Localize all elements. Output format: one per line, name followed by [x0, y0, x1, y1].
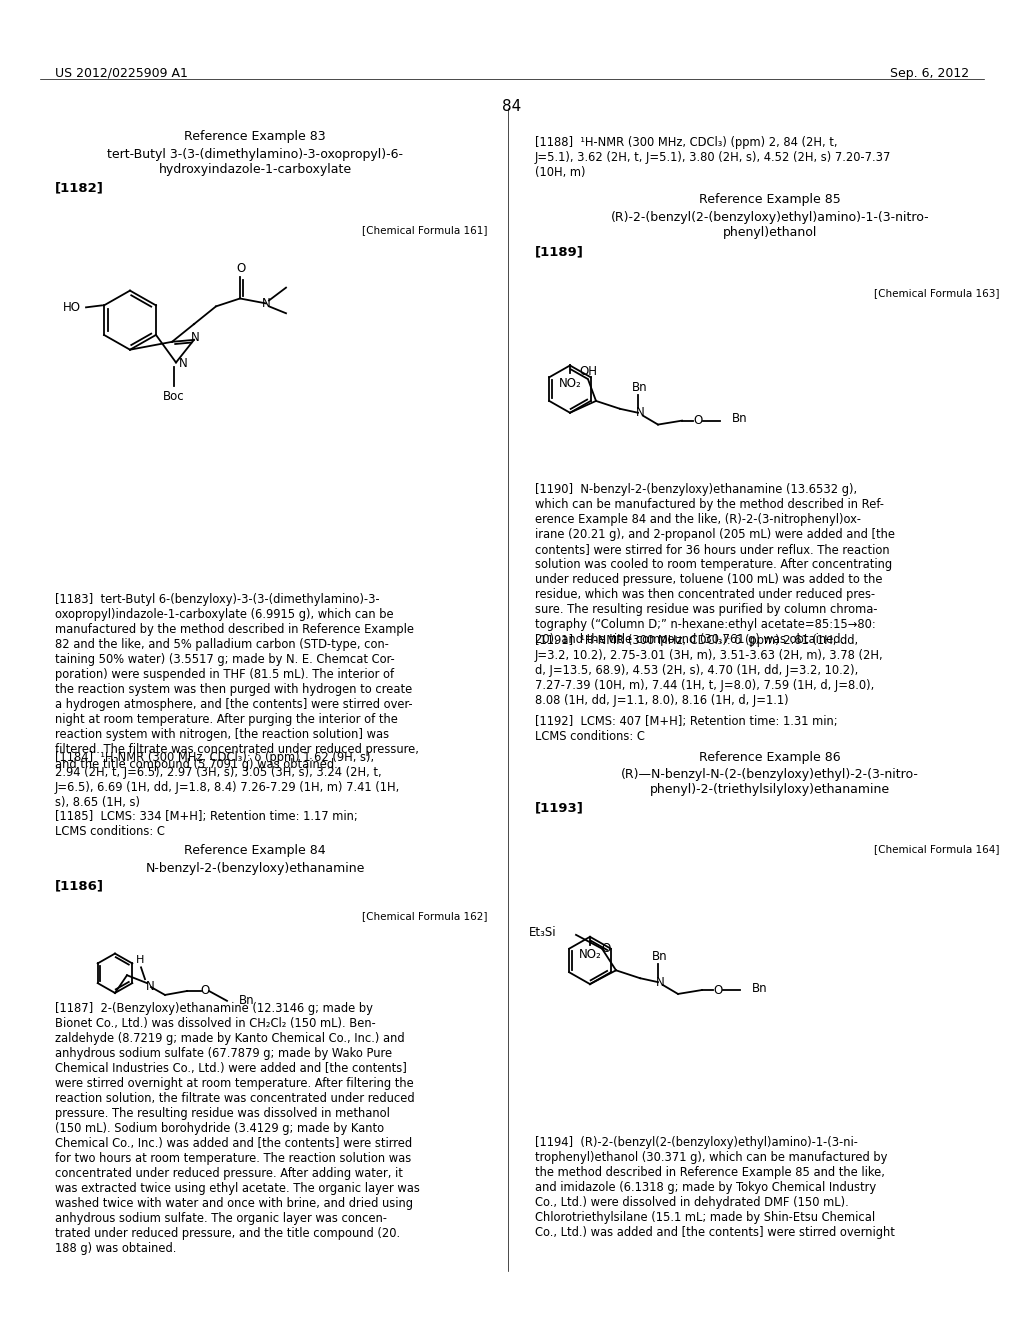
Text: [1188]  ¹H-NMR (300 MHz, CDCl₃) (ppm) 2, 84 (2H, t,
J=5.1), 3.62 (2H, t, J=5.1),: [1188] ¹H-NMR (300 MHz, CDCl₃) (ppm) 2, … [535, 136, 891, 180]
Text: Bn: Bn [239, 994, 255, 1007]
Text: [1183]  tert-Butyl 6-(benzyloxy)-3-(3-(dimethylamino)-3-
oxopropyl)indazole-1-ca: [1183] tert-Butyl 6-(benzyloxy)-3-(3-(di… [55, 593, 419, 771]
Text: N: N [636, 407, 644, 420]
Text: [1182]: [1182] [55, 181, 103, 194]
Text: N: N [261, 297, 270, 310]
Text: Bn: Bn [632, 380, 648, 393]
Text: (R)—N-benzyl-N-(2-(benzyloxy)ethyl)-2-(3-nitro-: (R)—N-benzyl-N-(2-(benzyloxy)ethyl)-2-(3… [622, 768, 919, 781]
Text: OH: OH [579, 364, 597, 378]
Text: O: O [601, 942, 610, 956]
Text: Boc: Boc [163, 389, 184, 403]
Text: O: O [714, 983, 723, 997]
Text: N: N [145, 979, 155, 993]
Text: [1184]  ¹H-NMR (300 MHz, CDCl₃): δ (ppm) 1.62 (9H, s),
2.94 (2H, t, J=6.5), 2.97: [1184] ¹H-NMR (300 MHz, CDCl₃): δ (ppm) … [55, 751, 400, 809]
Text: NO₂: NO₂ [579, 948, 601, 961]
Text: Reference Example 83: Reference Example 83 [184, 131, 326, 143]
Text: hydroxyindazole-1-carboxylate: hydroxyindazole-1-carboxylate [159, 162, 351, 176]
Text: [1186]: [1186] [55, 879, 104, 892]
Text: H: H [136, 956, 144, 965]
Text: tert-Butyl 3-(3-(dimethylamino)-3-oxopropyl)-6-: tert-Butyl 3-(3-(dimethylamino)-3-oxopro… [106, 148, 403, 161]
Text: Bn: Bn [652, 950, 668, 964]
Text: Bn: Bn [732, 412, 748, 425]
Text: phenyl)ethanol: phenyl)ethanol [723, 226, 817, 239]
Text: [Chemical Formula 163]: [Chemical Formula 163] [874, 288, 1000, 297]
Text: [1185]  LCMS: 334 [M+H]; Retention time: 1.17 min;
LCMS conditions: C: [1185] LCMS: 334 [M+H]; Retention time: … [55, 809, 357, 838]
Text: N: N [655, 975, 665, 989]
Text: [1190]  N-benzyl-2-(benzyloxy)ethanamine (13.6532 g),
which can be manufactured : [1190] N-benzyl-2-(benzyloxy)ethanamine … [535, 483, 895, 645]
Text: O: O [693, 414, 702, 428]
Text: Reference Example 86: Reference Example 86 [699, 751, 841, 764]
Text: Sep. 6, 2012: Sep. 6, 2012 [890, 67, 969, 81]
Text: Et₃Si: Et₃Si [528, 927, 556, 940]
Text: N-benzyl-2-(benzyloxy)ethanamine: N-benzyl-2-(benzyloxy)ethanamine [145, 862, 365, 875]
Text: [1193]: [1193] [535, 801, 584, 814]
Text: HO: HO [63, 301, 81, 314]
Text: NO₂: NO₂ [559, 376, 582, 389]
Text: [Chemical Formula 162]: [Chemical Formula 162] [361, 911, 487, 921]
Text: [1187]  2-(Benzyloxy)ethanamine (12.3146 g; made by
Bionet Co., Ltd.) was dissol: [1187] 2-(Benzyloxy)ethanamine (12.3146 … [55, 1002, 420, 1255]
Text: (R)-2-(benzyl(2-(benzyloxy)ethyl)amino)-1-(3-nitro-: (R)-2-(benzyl(2-(benzyloxy)ethyl)amino)-… [610, 211, 930, 224]
Text: [1191]  ¹H-NMR (300 MHz, CDCl₃): δ (ppm) 2.61 (1H, dd,
J=3.2, 10.2), 2.75-3.01 (: [1191] ¹H-NMR (300 MHz, CDCl₃): δ (ppm) … [535, 635, 884, 708]
Text: O: O [201, 985, 210, 998]
Text: N: N [190, 331, 200, 345]
Text: Bn: Bn [752, 982, 768, 994]
Text: US 2012/0225909 A1: US 2012/0225909 A1 [55, 67, 187, 81]
Text: [Chemical Formula 161]: [Chemical Formula 161] [361, 224, 487, 235]
Text: O: O [237, 263, 246, 276]
Text: Reference Example 85: Reference Example 85 [699, 193, 841, 206]
Text: Reference Example 84: Reference Example 84 [184, 845, 326, 857]
Text: [1194]  (R)-2-(benzyl(2-(benzyloxy)ethyl)amino)-1-(3-ni-
trophenyl)ethanol (30.3: [1194] (R)-2-(benzyl(2-(benzyloxy)ethyl)… [535, 1135, 895, 1238]
Text: phenyl)-2-(triethylsilyloxy)ethanamine: phenyl)-2-(triethylsilyloxy)ethanamine [650, 783, 890, 796]
Text: [1189]: [1189] [535, 246, 584, 259]
Text: N: N [178, 356, 187, 370]
Text: 84: 84 [503, 99, 521, 114]
Text: [1192]  LCMS: 407 [M+H]; Retention time: 1.31 min;
LCMS conditions: C: [1192] LCMS: 407 [M+H]; Retention time: … [535, 715, 838, 743]
Text: [Chemical Formula 164]: [Chemical Formula 164] [874, 845, 1000, 854]
